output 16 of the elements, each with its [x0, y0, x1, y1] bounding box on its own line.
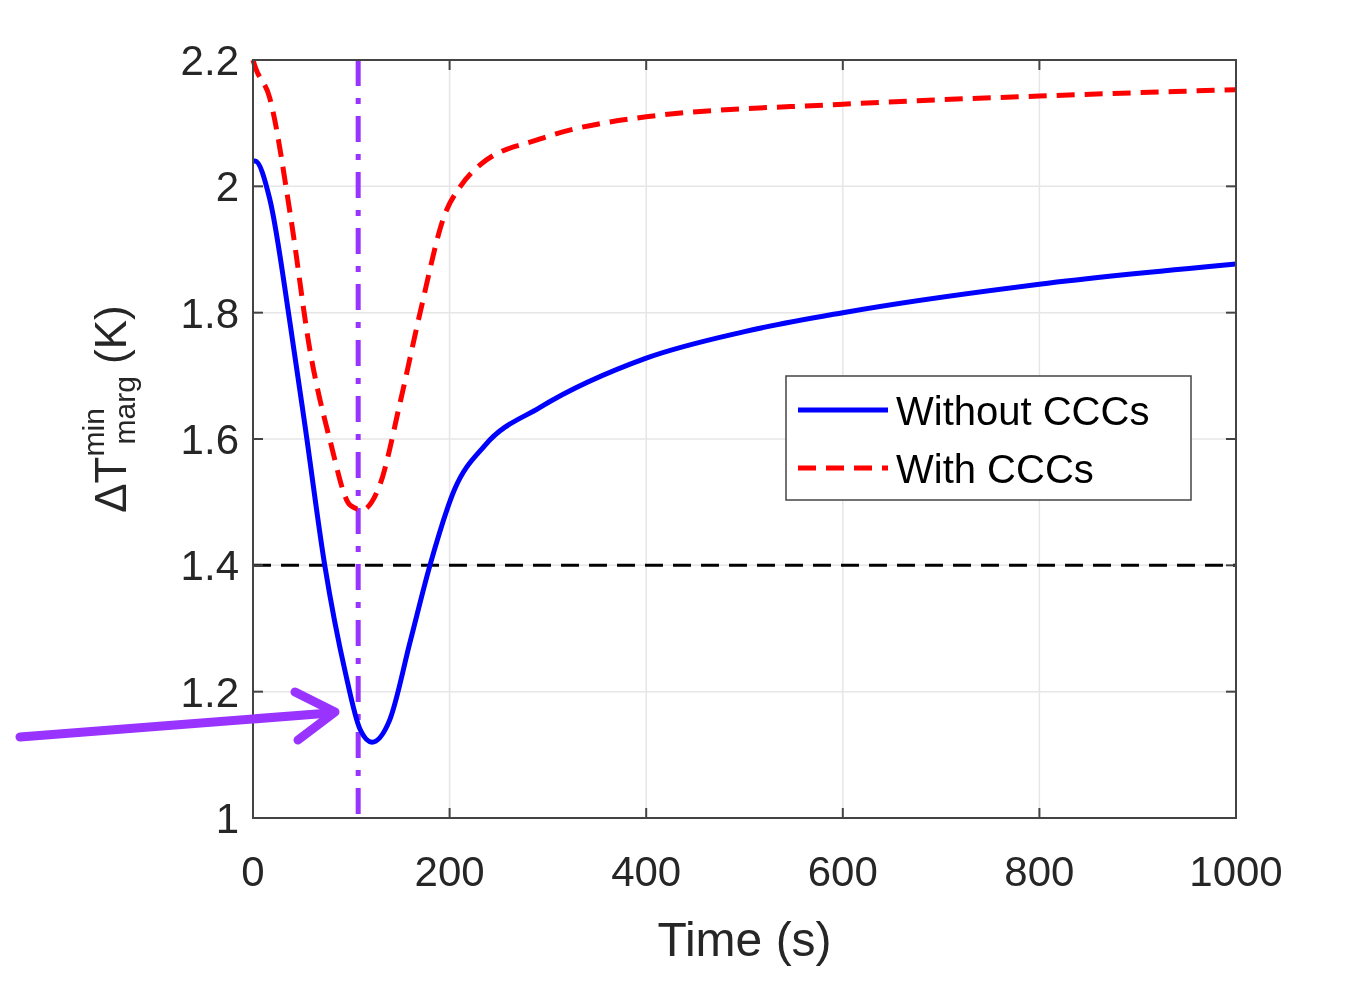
x-tick-label: 600	[807, 848, 878, 895]
y-tick-label: 2.2	[180, 37, 239, 84]
x-tick-label: 1000	[1189, 848, 1283, 895]
x-tick-label: 400	[611, 848, 682, 895]
y-tick-label: 1.2	[180, 668, 239, 716]
x-tick-label: 200	[414, 848, 485, 895]
legend-label: With CCCs	[896, 447, 1094, 491]
y-tick-label: 2	[215, 163, 239, 211]
x-tick-label: 0	[241, 848, 265, 895]
y-tick-label: 1	[215, 795, 239, 842]
y-tick-label: 1.6	[180, 416, 239, 463]
x-axis-title: Time (s)	[657, 913, 832, 966]
y-tick-label: 1.4	[180, 542, 239, 590]
legend-label: Without CCCs	[896, 389, 1150, 433]
x-tick-label: 800	[1004, 848, 1075, 895]
y-tick-label: 1.8	[180, 289, 239, 337]
